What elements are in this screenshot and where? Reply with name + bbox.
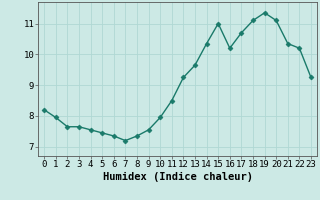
X-axis label: Humidex (Indice chaleur): Humidex (Indice chaleur) — [103, 172, 252, 182]
